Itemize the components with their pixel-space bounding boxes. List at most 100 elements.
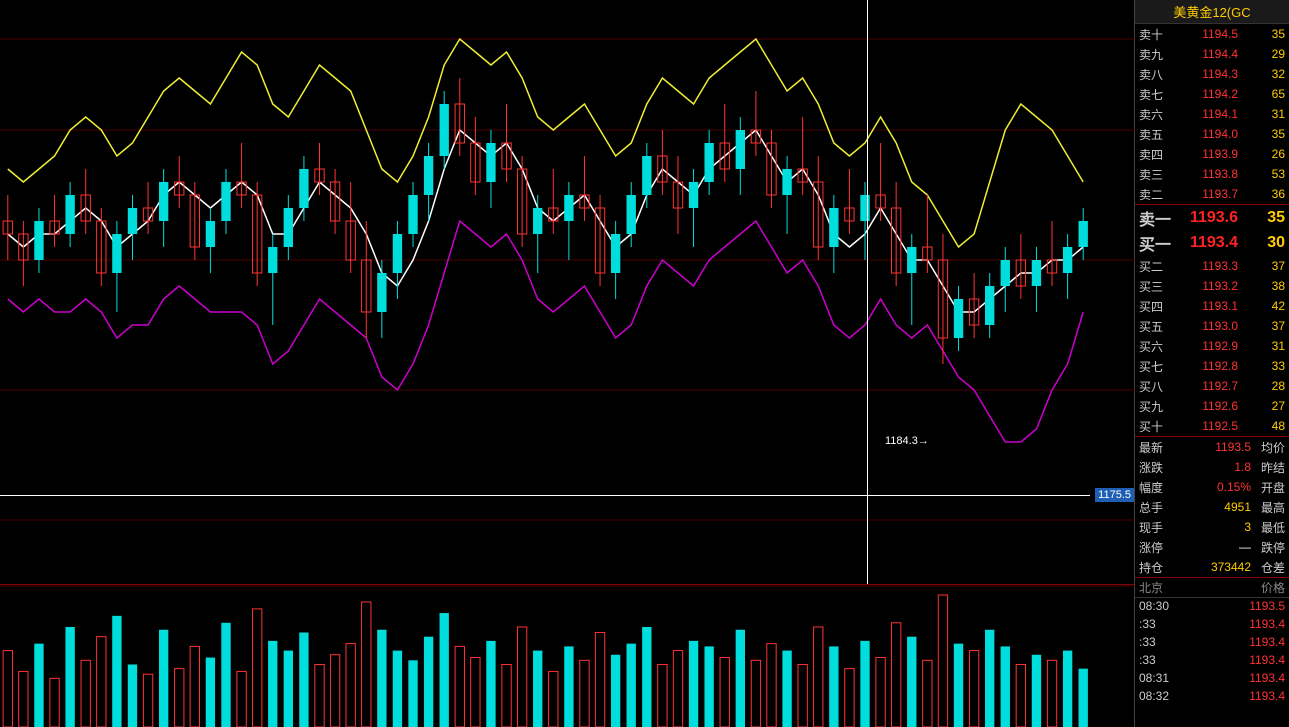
info-label: 涨停	[1139, 539, 1169, 556]
order-qty: 35	[1255, 127, 1285, 141]
tick-price: 1193.4	[1179, 617, 1285, 633]
order-label: 买二	[1139, 258, 1171, 275]
order-row[interactable]: 卖五 1194.0 35	[1135, 124, 1289, 144]
info-label: 幅度	[1139, 479, 1169, 496]
order-qty: 31	[1255, 107, 1285, 121]
order-price: 1192.8	[1188, 359, 1238, 373]
order-row[interactable]: 卖二 1193.7 36	[1135, 184, 1289, 204]
tick-row: 08:30 1193.5	[1135, 598, 1289, 616]
order-label: 买七	[1139, 358, 1171, 375]
order-qty: 32	[1255, 67, 1285, 81]
best-ask-label: 卖一	[1139, 206, 1171, 230]
order-row[interactable]: 卖七 1194.2 65	[1135, 84, 1289, 104]
order-row[interactable]: 卖四 1193.9 26	[1135, 144, 1289, 164]
order-price: 1193.3	[1188, 259, 1238, 273]
order-price: 1192.9	[1188, 339, 1238, 353]
order-price: 1194.3	[1188, 67, 1238, 81]
order-row[interactable]: 买十 1192.5 48	[1135, 416, 1289, 436]
info-row: 持仓 373442 仓差	[1135, 557, 1289, 577]
info-value: 3	[1169, 520, 1251, 534]
order-row[interactable]: 买八 1192.7 28	[1135, 376, 1289, 396]
order-row[interactable]: 买九 1192.6 27	[1135, 396, 1289, 416]
info-value: 0.15%	[1169, 480, 1251, 494]
price-chart[interactable]: 1175.5 1184.3→	[0, 0, 1134, 585]
tick-price: 1193.4	[1179, 671, 1285, 687]
order-qty: 26	[1255, 147, 1285, 161]
tick-price: 1193.5	[1179, 599, 1285, 615]
order-label: 买四	[1139, 298, 1171, 315]
order-row[interactable]: 卖十 1194.5 35	[1135, 24, 1289, 44]
tick-time: 08:32	[1139, 689, 1179, 705]
tick-header-right: 价格	[1261, 579, 1285, 596]
tick-header: 北京 价格	[1135, 577, 1289, 598]
info-row: 最新 1193.5 均价	[1135, 437, 1289, 457]
tick-time: :33	[1139, 653, 1179, 669]
info-extra: 跌停	[1255, 539, 1285, 556]
order-row[interactable]: 买二 1193.3 37	[1135, 256, 1289, 276]
info-extra: 开盘	[1255, 479, 1285, 496]
tick-price: 1193.4	[1179, 689, 1285, 705]
order-price: 1193.9	[1188, 147, 1238, 161]
volume-chart[interactable]	[0, 585, 1134, 727]
order-row[interactable]: 买五 1193.0 37	[1135, 316, 1289, 336]
tick-time: :33	[1139, 635, 1179, 651]
order-qty: 33	[1255, 359, 1285, 373]
order-row[interactable]: 买三 1193.2 38	[1135, 276, 1289, 296]
info-row: 涨跌 1.8 昨结	[1135, 457, 1289, 477]
info-row: 总手 4951 最高	[1135, 497, 1289, 517]
info-value: —	[1169, 540, 1251, 554]
crosshair-price-label: 1175.5	[1095, 488, 1134, 502]
info-extra: 最低	[1255, 519, 1285, 536]
best-ask-row[interactable]: 卖一 1193.6 35	[1135, 204, 1289, 230]
order-qty: 65	[1255, 87, 1285, 101]
tick-header-left: 北京	[1139, 579, 1163, 596]
info-label: 持仓	[1139, 559, 1169, 576]
order-row[interactable]: 买四 1193.1 42	[1135, 296, 1289, 316]
order-price: 1193.0	[1188, 319, 1238, 333]
best-bid-row[interactable]: 买一 1193.4 30	[1135, 230, 1289, 256]
tick-price: 1193.4	[1179, 635, 1285, 651]
info-value: 1.8	[1169, 460, 1251, 474]
order-row[interactable]: 卖三 1193.8 53	[1135, 164, 1289, 184]
order-label: 卖八	[1139, 66, 1171, 83]
order-label: 卖十	[1139, 26, 1171, 43]
order-price: 1194.0	[1188, 127, 1238, 141]
order-label: 买三	[1139, 278, 1171, 295]
best-ask-qty: 35	[1255, 209, 1285, 227]
order-qty: 31	[1255, 339, 1285, 353]
tick-row: :33 1193.4	[1135, 616, 1289, 634]
order-label: 卖二	[1139, 186, 1171, 203]
order-price: 1194.5	[1188, 27, 1238, 41]
chart-area[interactable]: 1175.5 1184.3→	[0, 0, 1135, 727]
order-row[interactable]: 卖八 1194.3 32	[1135, 64, 1289, 84]
order-price: 1193.1	[1188, 299, 1238, 313]
best-bid-price: 1193.4	[1188, 234, 1238, 252]
order-label: 卖三	[1139, 166, 1171, 183]
low-annotation: 1184.3→	[885, 435, 929, 447]
order-label: 买十	[1139, 418, 1171, 435]
order-row[interactable]: 卖六 1194.1 31	[1135, 104, 1289, 124]
tick-time: 08:30	[1139, 599, 1179, 615]
order-label: 卖七	[1139, 86, 1171, 103]
order-qty: 48	[1255, 419, 1285, 433]
tick-time: 08:31	[1139, 671, 1179, 687]
best-ask-price: 1193.6	[1188, 209, 1238, 227]
tick-row: 08:32 1193.4	[1135, 688, 1289, 706]
order-row[interactable]: 买七 1192.8 33	[1135, 356, 1289, 376]
order-price: 1193.2	[1188, 279, 1238, 293]
order-price: 1194.4	[1188, 47, 1238, 61]
order-qty: 28	[1255, 379, 1285, 393]
info-extra: 昨结	[1255, 459, 1285, 476]
order-price: 1192.5	[1188, 419, 1238, 433]
order-price: 1192.6	[1188, 399, 1238, 413]
order-row[interactable]: 卖九 1194.4 29	[1135, 44, 1289, 64]
order-qty: 29	[1255, 47, 1285, 61]
tick-row: :33 1193.4	[1135, 652, 1289, 670]
order-label: 买九	[1139, 398, 1171, 415]
order-price: 1193.7	[1188, 187, 1238, 201]
order-label: 卖四	[1139, 146, 1171, 163]
best-bid-label: 买一	[1139, 231, 1171, 255]
info-value: 1193.5	[1169, 440, 1251, 454]
order-row[interactable]: 买六 1192.9 31	[1135, 336, 1289, 356]
info-extra: 最高	[1255, 499, 1285, 516]
